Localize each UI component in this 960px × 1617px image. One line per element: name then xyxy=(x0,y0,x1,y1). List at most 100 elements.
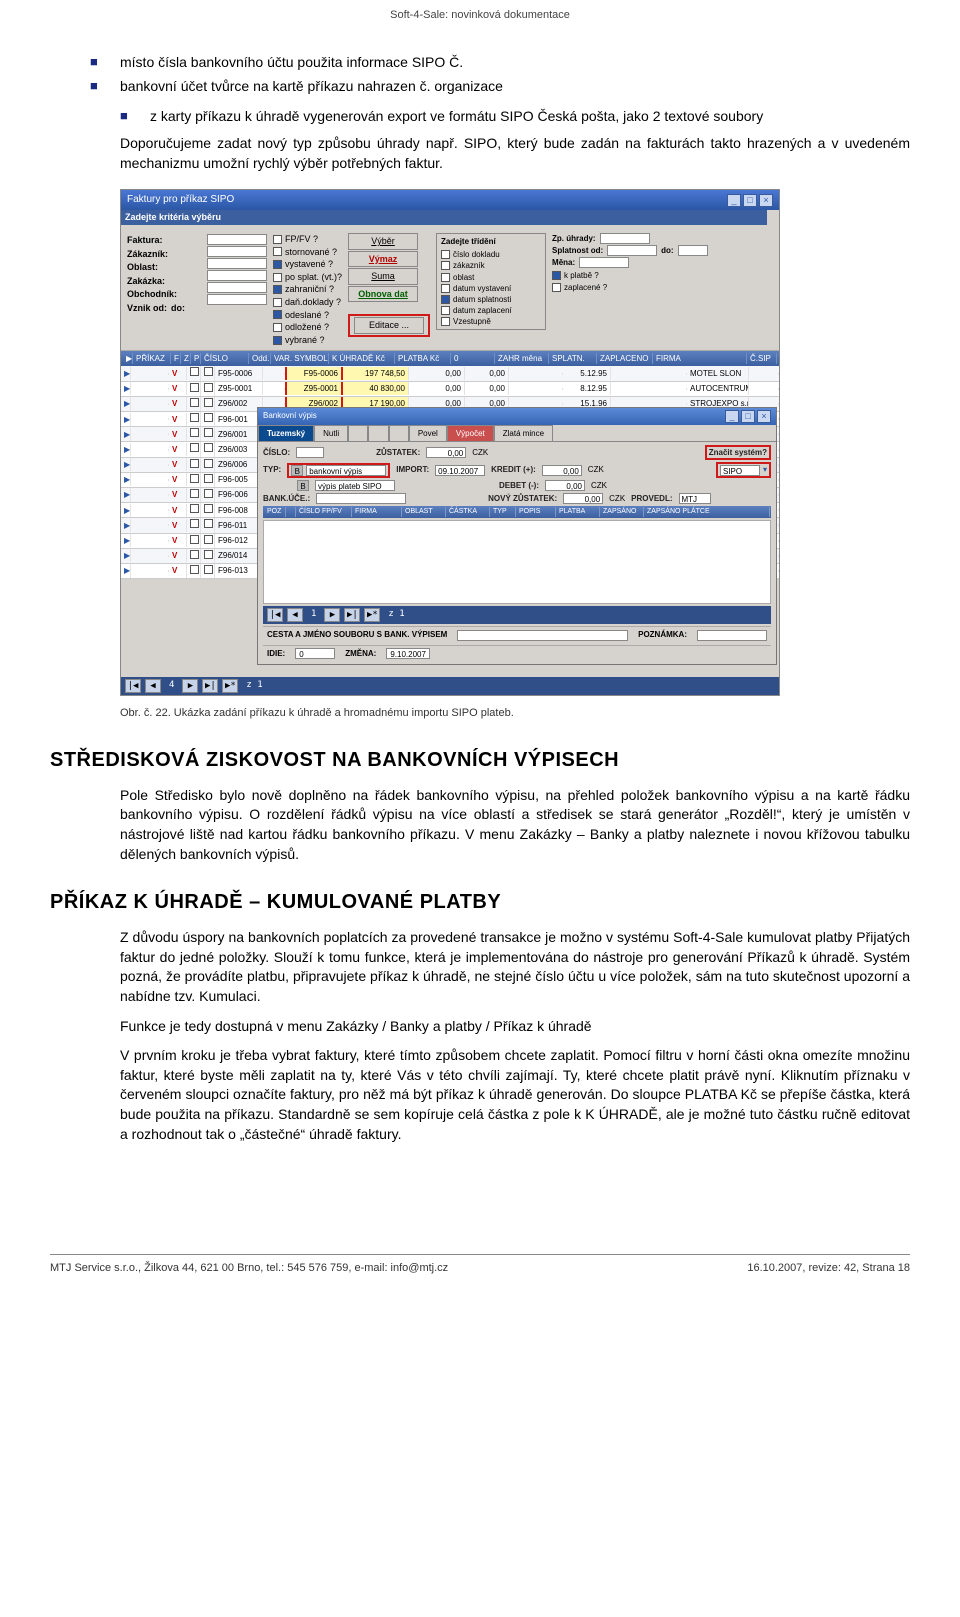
tab[interactable]: Nutli xyxy=(314,425,348,441)
checkbox[interactable] xyxy=(273,235,282,244)
close-icon[interactable]: × xyxy=(757,410,771,423)
tab[interactable]: Zlatá mince xyxy=(494,425,553,441)
criteria-panel: Zadejte kritéria výběru Faktura: Zákazní… xyxy=(121,210,779,351)
nav-next[interactable]: ▶ xyxy=(324,608,340,623)
radio[interactable] xyxy=(441,306,450,315)
col: POPIS xyxy=(516,507,556,517)
nav-last[interactable]: ▶| xyxy=(344,608,360,623)
tab[interactable]: Výpočet xyxy=(447,425,494,441)
sort-opt: číslo dokladu xyxy=(453,249,500,260)
checkbox[interactable] xyxy=(273,273,282,282)
bullet-item: bankovní účet tvůrce na kartě příkazu na… xyxy=(90,77,910,97)
radio[interactable] xyxy=(441,295,450,304)
vyber-button[interactable]: Výběr xyxy=(348,233,418,250)
field[interactable]: 09.10.2007 xyxy=(435,465,485,476)
nav-first[interactable]: |◀ xyxy=(125,679,141,694)
input-faktura[interactable] xyxy=(207,234,267,245)
page-footer: MTJ Service s.r.o., Žilkova 44, 621 00 B… xyxy=(50,1254,910,1276)
input-vznik[interactable] xyxy=(207,294,267,305)
checkbox[interactable] xyxy=(552,283,561,292)
inner-nav: |◀ ◀ 1 ▶ ▶| ▶* z 1 xyxy=(263,606,771,625)
ccy: CZK xyxy=(472,447,488,458)
checkbox[interactable] xyxy=(273,260,282,269)
lbl: DEBET (-): xyxy=(499,480,539,491)
radio[interactable] xyxy=(441,273,450,282)
field[interactable]: MTJ xyxy=(679,493,711,504)
close-icon[interactable]: × xyxy=(759,194,773,207)
checkbox[interactable] xyxy=(273,323,282,332)
input-zakazka[interactable] xyxy=(207,270,267,281)
input[interactable] xyxy=(678,245,708,256)
chevron-down-icon[interactable]: ▾ xyxy=(763,464,767,475)
lbl: Značit systém? xyxy=(709,447,767,458)
input-obchodnik[interactable] xyxy=(207,282,267,293)
input[interactable] xyxy=(697,630,767,641)
input[interactable] xyxy=(579,257,629,268)
field[interactable]: SIPO xyxy=(720,465,760,476)
field: 0,00 xyxy=(542,465,582,476)
nav-first[interactable]: |◀ xyxy=(267,608,283,623)
input[interactable] xyxy=(607,245,657,256)
tab[interactable]: Povel xyxy=(409,425,447,441)
col xyxy=(286,507,296,517)
checkbox[interactable] xyxy=(273,247,282,256)
checkbox[interactable] xyxy=(273,285,282,294)
checkbox-col: FP/FV ? stornované ? vystavené ? po spla… xyxy=(273,233,342,346)
nav-new[interactable]: ▶* xyxy=(222,679,238,694)
field[interactable]: bankovní výpis xyxy=(306,465,386,476)
tab[interactable]: Tuzemský xyxy=(258,425,314,441)
idie-row: IDIE: 0 ZMĚNA: 9.10.2007 xyxy=(263,645,771,661)
nav-prev[interactable]: ◀ xyxy=(145,679,161,694)
input-zakaznik[interactable] xyxy=(207,246,267,257)
input-oblast[interactable] xyxy=(207,258,267,269)
suma-button[interactable]: Suma xyxy=(348,268,418,285)
maximize-icon[interactable]: □ xyxy=(743,194,757,207)
side-fields: Zp. úhrady: Splatnost od:do: Měna: k pla… xyxy=(552,233,708,293)
minimize-icon[interactable]: _ xyxy=(725,410,739,423)
minimize-icon[interactable]: _ xyxy=(727,194,741,207)
lbl: KREDIT (+): xyxy=(491,464,536,475)
radio[interactable] xyxy=(441,284,450,293)
col: PLATBA Kč xyxy=(395,353,451,364)
lbl-faktura: Faktura: xyxy=(127,234,201,247)
section-heading: PŘÍKAZ K ÚHRADĚ – KUMULOVANÉ PLATBY xyxy=(50,888,910,916)
lbl-zakaznik: Zákazník: xyxy=(127,248,201,261)
obnova-button[interactable]: Obnova dat xyxy=(348,286,418,303)
input[interactable] xyxy=(296,447,324,458)
tab[interactable] xyxy=(368,425,388,441)
editace-button[interactable]: Editace ... xyxy=(354,317,424,334)
nav-new[interactable]: ▶* xyxy=(364,608,380,623)
radio[interactable] xyxy=(441,250,450,259)
vymaz-button[interactable]: Výmaz xyxy=(348,251,418,268)
tab[interactable] xyxy=(389,425,409,441)
field: 0,00 xyxy=(545,480,585,491)
checkbox[interactable] xyxy=(273,336,282,345)
nav-last[interactable]: ▶| xyxy=(202,679,218,694)
checkbox[interactable] xyxy=(273,298,282,307)
field[interactable]: výpis plateb SIPO xyxy=(315,480,395,491)
nav-next[interactable]: ▶ xyxy=(182,679,198,694)
checkbox[interactable] xyxy=(552,271,561,280)
nav-total: z 1 xyxy=(242,679,266,694)
col: VAR. SYMBOL xyxy=(271,353,329,364)
input[interactable] xyxy=(457,630,628,641)
inner-grid-body[interactable] xyxy=(263,520,771,604)
input[interactable] xyxy=(316,493,406,504)
chk-label: vybrané ? xyxy=(285,334,325,347)
nav-pos: 1 xyxy=(307,608,320,623)
field[interactable]: B xyxy=(291,465,303,476)
checkbox[interactable] xyxy=(273,310,282,319)
sort-opt: Vzestupně xyxy=(453,316,491,327)
field[interactable]: B xyxy=(297,480,309,491)
input[interactable] xyxy=(600,233,650,244)
table-row[interactable]: ▶VZ95-0001Z95-000140 830,000,000,008.12.… xyxy=(121,382,779,397)
checkbox[interactable] xyxy=(441,317,450,326)
nav-prev[interactable]: ◀ xyxy=(287,608,303,623)
maximize-icon[interactable]: □ xyxy=(741,410,755,423)
table-row[interactable]: ▶VF95-0006F95-0006197 748,500,000,005.12… xyxy=(121,366,779,381)
tab[interactable] xyxy=(348,425,368,441)
chk-label: stornované ? xyxy=(285,246,337,259)
radio[interactable] xyxy=(441,261,450,270)
lbl: IMPORT: xyxy=(396,464,429,475)
nav-pos: 4 xyxy=(165,679,178,694)
